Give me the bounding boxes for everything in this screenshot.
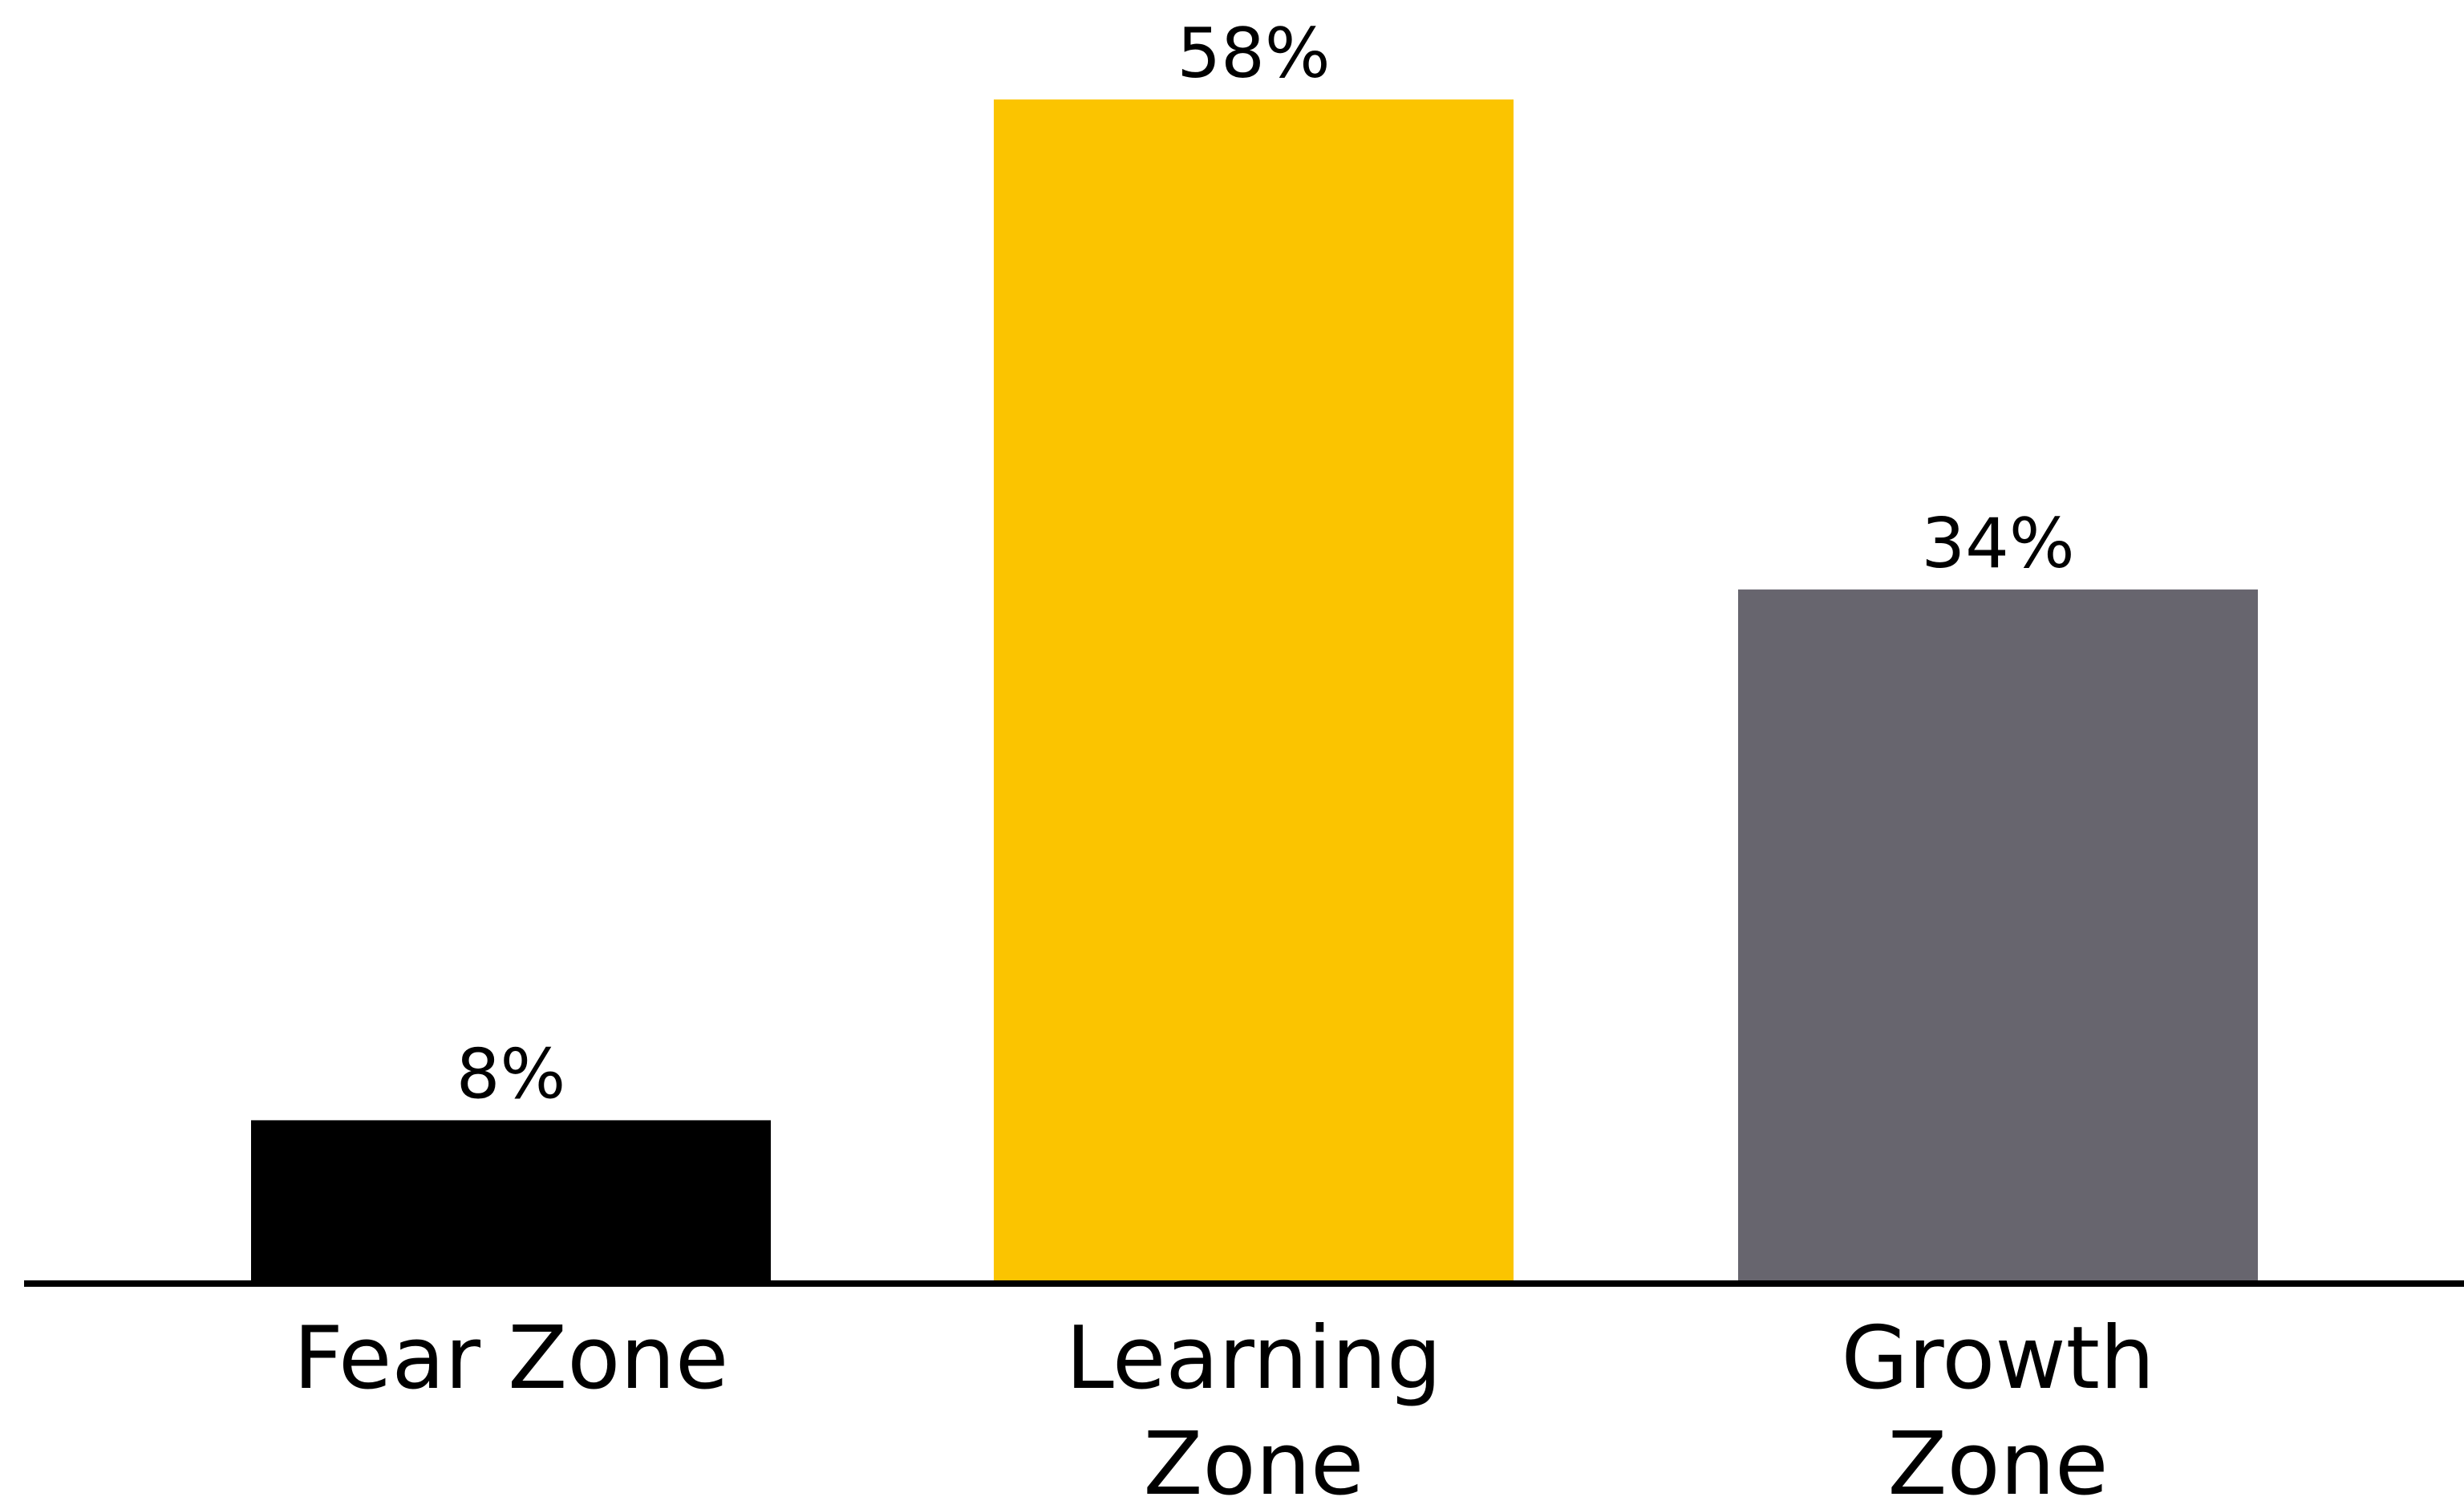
category-label-1: Learning Zone bbox=[1066, 1308, 1442, 1505]
category-label-line: Fear Zone bbox=[294, 1308, 729, 1409]
category-label-2: Growth Zone bbox=[1842, 1308, 2155, 1505]
category-label-line: Growth bbox=[1842, 1308, 2155, 1409]
bar-value-label-0: 8% bbox=[456, 1034, 565, 1114]
bar-1 bbox=[994, 99, 1514, 1284]
category-label-line: Zone bbox=[1888, 1414, 2109, 1505]
category-label-line: Learning bbox=[1066, 1308, 1442, 1409]
bar-value-label-1: 58% bbox=[1177, 14, 1330, 94]
bars-group bbox=[251, 99, 2258, 1284]
category-label-line: Zone bbox=[1144, 1414, 1364, 1505]
category-label-0: Fear Zone bbox=[294, 1308, 729, 1409]
value-labels-group: 8% 58% 34% bbox=[456, 14, 2075, 1114]
bar-value-label-2: 34% bbox=[1921, 504, 2074, 584]
bar-2 bbox=[1738, 589, 2258, 1284]
bar-0 bbox=[251, 1120, 771, 1284]
